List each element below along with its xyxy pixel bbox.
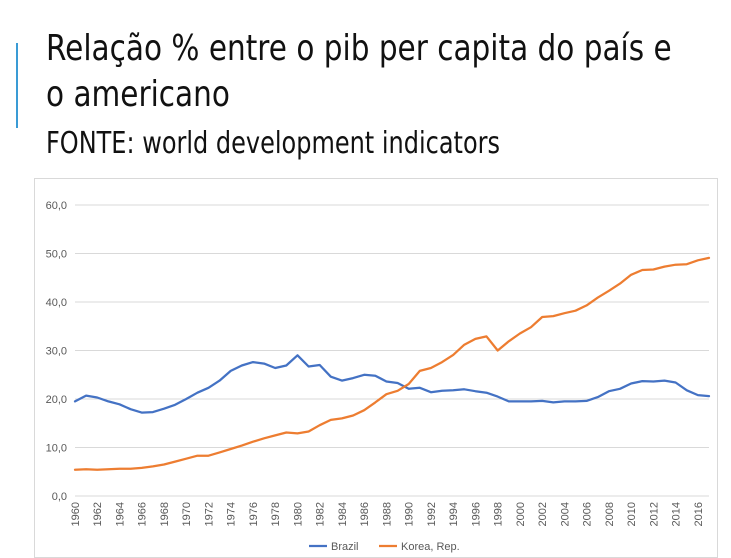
y-tick-label: 60,0	[46, 200, 67, 212]
chart-frame: 0,0 10,0 20,0 30,0 40,0 50,0 60,0 1960 1962 1964…	[34, 178, 718, 558]
slide-title-line-2: o americano	[46, 74, 230, 115]
title-accent-bar	[16, 43, 18, 128]
y-axis-tick-labels: 0,0 10,0 20,0 30,0 40,0 50,0 60,0	[46, 200, 67, 503]
x-tick-label: 1992	[426, 502, 438, 526]
x-axis-tick-labels: 1960 1962 1964 1966 1968 1970 1972 1974 1976 1978…	[70, 502, 705, 526]
series-lines	[73, 256, 711, 471]
x-tick-label: 1982	[315, 502, 327, 526]
y-tick-label: 20,0	[46, 394, 67, 406]
x-tick-label: 1970	[181, 502, 193, 526]
x-tick-label: 1988	[381, 502, 393, 526]
legend-label: Brazil	[331, 541, 359, 553]
x-tick-label: 1964	[114, 502, 126, 526]
series-line-brazil	[73, 354, 711, 414]
x-tick-label: 1966	[137, 502, 149, 526]
x-tick-label: 2012	[648, 502, 660, 526]
x-tick-label: 1996	[470, 502, 482, 526]
slide-title: Relação % entre o pib per capita do país…	[46, 26, 672, 118]
y-tick-label: 30,0	[46, 346, 67, 358]
x-tick-label: 2008	[604, 502, 616, 526]
x-tick-label: 1976	[248, 502, 260, 526]
slide-subtitle: FONTE: world development indicators	[46, 126, 500, 161]
x-tick-label: 2006	[582, 502, 594, 526]
x-tick-label: 2004	[559, 502, 571, 526]
line-chart: 0,0 10,0 20,0 30,0 40,0 50,0 60,0 1960 1962 1964…	[46, 200, 711, 553]
x-tick-label: 1974	[226, 502, 238, 526]
y-tick-label: 0,0	[52, 491, 67, 503]
gridlines	[75, 204, 709, 497]
x-tick-label: 1978	[270, 502, 282, 526]
x-tick-label: 1984	[337, 502, 349, 526]
x-tick-label: 2014	[671, 502, 683, 526]
x-tick-label: 1980	[292, 502, 304, 526]
x-tick-label: 1972	[203, 502, 215, 526]
x-tick-label: 2016	[693, 502, 705, 526]
y-tick-label: 10,0	[46, 443, 67, 455]
x-tick-label: 1990	[404, 502, 416, 526]
series-line-korea	[73, 256, 711, 471]
x-tick-label: 2002	[537, 502, 549, 526]
slide-title-line-1: Relação % entre o pib per capita do país…	[46, 28, 672, 69]
x-tick-label: 1994	[448, 502, 460, 526]
x-tick-label: 1960	[70, 502, 82, 526]
x-tick-label: 1986	[359, 502, 371, 526]
legend-label: Korea, Rep.	[401, 541, 460, 553]
x-tick-label: 1968	[159, 502, 171, 526]
legend: Brazil Korea, Rep.	[309, 541, 460, 553]
x-tick-label: 2000	[515, 502, 527, 526]
x-tick-label: 2010	[626, 502, 638, 526]
y-tick-label: 50,0	[46, 249, 67, 261]
x-tick-label: 1998	[493, 502, 505, 526]
y-tick-label: 40,0	[46, 297, 67, 309]
x-tick-label: 1962	[92, 502, 104, 526]
